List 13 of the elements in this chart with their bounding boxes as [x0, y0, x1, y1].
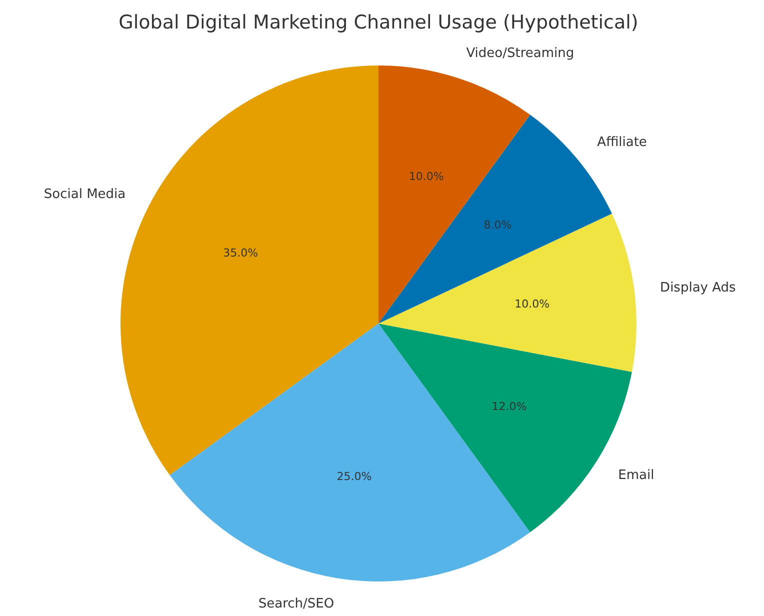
data-label: 25.0% — [336, 470, 372, 483]
data-label: 10.0% — [514, 298, 550, 311]
data-label: 12.0% — [492, 400, 527, 413]
slice-label: Display Ads — [660, 280, 736, 296]
slice-label: Video/Streaming — [466, 46, 574, 62]
slice-label: Social Media — [44, 187, 126, 202]
data-label: 10.0% — [408, 170, 444, 183]
slice-label: Search/SEO — [258, 596, 334, 612]
data-label: 35.0% — [223, 246, 258, 260]
data-label: 8.0% — [484, 218, 512, 232]
chart-title: Global Digital Marketing Channel Usage (Hypothetical) — [118, 12, 638, 34]
slice-label: Email — [618, 468, 654, 484]
slice-label: Affiliate — [597, 135, 647, 150]
